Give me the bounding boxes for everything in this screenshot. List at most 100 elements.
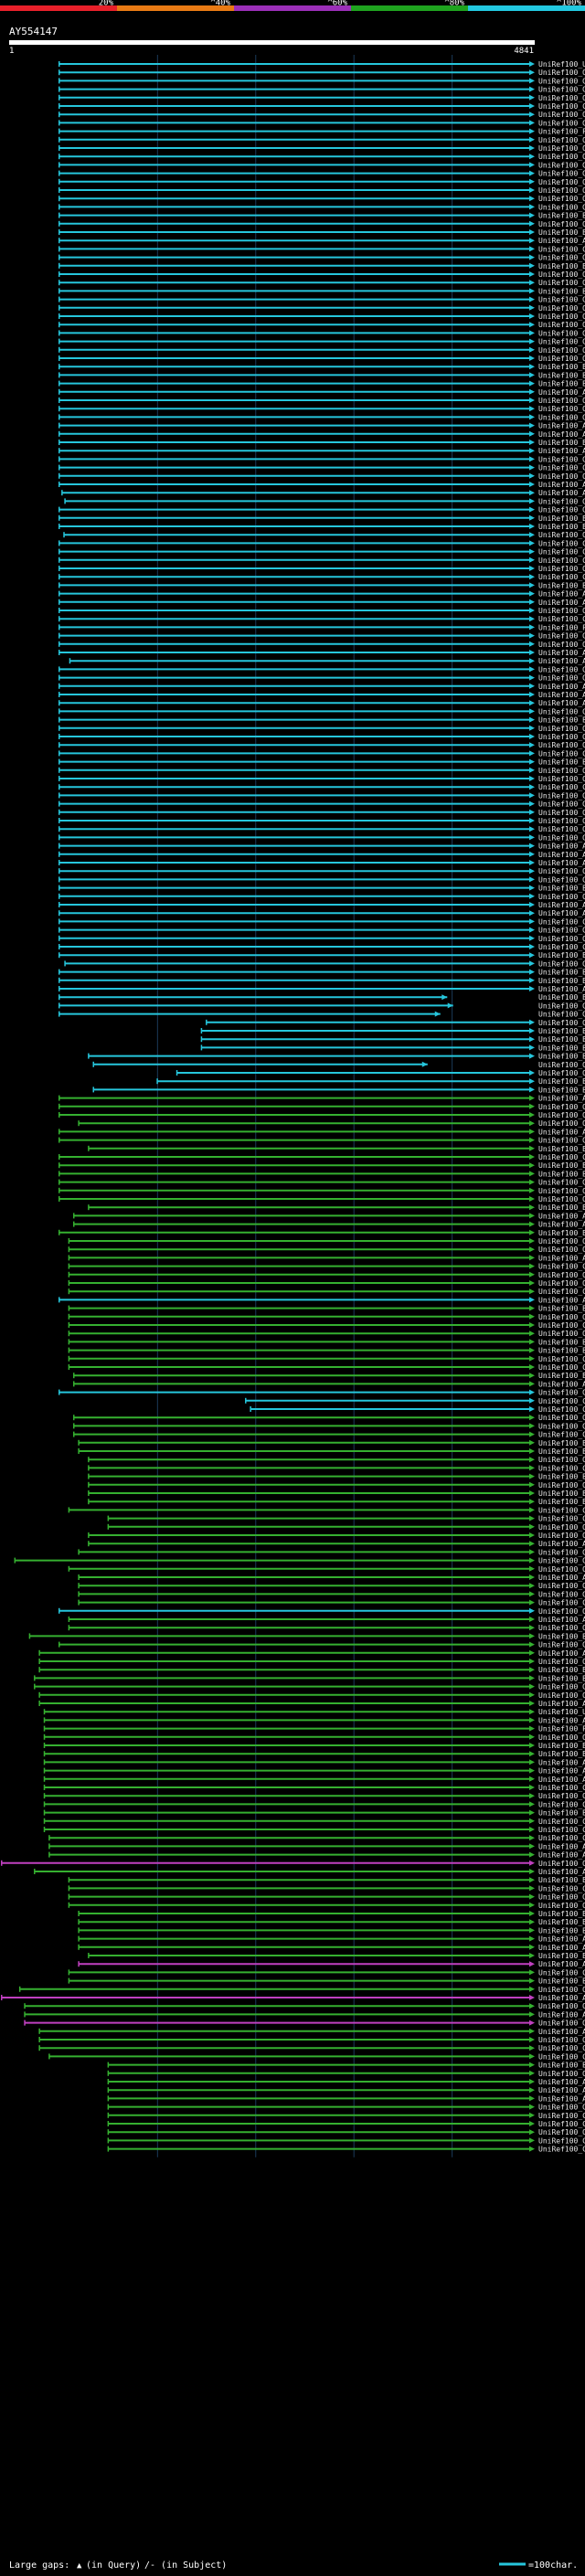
alignment-end-arrow bbox=[529, 674, 535, 681]
alignment-start-tick bbox=[107, 1523, 110, 1530]
alignment-end-arrow bbox=[529, 514, 535, 521]
row-label: UniRef100_B9G4T2 bbox=[538, 1447, 585, 1456]
row-label: UniRef100_Q0VQ30 bbox=[538, 1237, 585, 1246]
alignment-end-arrow bbox=[529, 1549, 535, 1555]
alignment-end-arrow bbox=[529, 784, 535, 790]
alignment-start-tick bbox=[58, 154, 60, 160]
row-label: UniRef100_A5DNX1 bbox=[538, 1868, 585, 1876]
row-label: UniRef100_A7LBP6 bbox=[538, 909, 585, 917]
row-label: UniRef100_C3VQF7 bbox=[538, 548, 585, 557]
alignment-end-arrow bbox=[529, 145, 535, 151]
alignment-end-arrow bbox=[529, 1717, 535, 1723]
alignment-end-arrow bbox=[529, 204, 535, 210]
alignment-start-tick bbox=[68, 1507, 70, 1513]
row-label: UniRef100_Q6LRY1 bbox=[538, 2070, 585, 2078]
alignment-start-tick bbox=[68, 1305, 70, 1311]
alignment-end-arrow bbox=[529, 1885, 535, 1892]
row-label: UniRef100_Q42661 bbox=[538, 254, 585, 262]
legend-scale-label: =100char. bbox=[528, 2560, 578, 2571]
alignment-end-arrow bbox=[529, 1448, 535, 1454]
alignment-start-tick bbox=[58, 372, 60, 378]
alignment-end-arrow bbox=[529, 440, 535, 445]
alignment-start-tick bbox=[58, 641, 60, 647]
row-label: UniRef100_Q9SED0 bbox=[538, 809, 585, 817]
row-label: UniRef100_B6TVL8 bbox=[538, 380, 585, 388]
row-label: UniRef100_C5NNL8 bbox=[538, 615, 585, 623]
row-label: UniRef100_A5JW31 bbox=[538, 1616, 585, 1624]
alignment-start-tick bbox=[58, 398, 60, 403]
row-label: UniRef100_Q0JLY9 bbox=[538, 1902, 585, 1910]
alignment-start-tick bbox=[58, 1196, 60, 1202]
row-label: UniRef100_B6QL76 bbox=[538, 1750, 585, 1758]
alignment-end-arrow bbox=[529, 1776, 535, 1782]
row-label: UniRef100_Q5S1V5 bbox=[538, 1414, 585, 1422]
row-label: UniRef100_Q43824 bbox=[538, 136, 585, 144]
row-label: UniRef100_O81603 bbox=[538, 1590, 585, 1598]
row-label: UniRef100_Q4JS59 bbox=[538, 607, 585, 615]
alignment-end-arrow bbox=[529, 1851, 535, 1858]
alignment-start-tick bbox=[58, 136, 60, 143]
alignment-end-arrow bbox=[529, 624, 535, 631]
row-label: UniRef100_Q0J1I3 bbox=[538, 1069, 585, 1077]
row-label: UniRef100_C0Z2H6 bbox=[538, 1288, 585, 1296]
alignment-start-tick bbox=[58, 288, 60, 294]
row-label: UniRef100_B7G384 bbox=[538, 1809, 585, 1818]
alignment-end-arrow bbox=[529, 1095, 535, 1101]
alignment-end-arrow bbox=[529, 574, 535, 580]
row-label: UniRef100_B7FIL0 bbox=[538, 523, 585, 531]
alignment-start-tick bbox=[58, 1095, 60, 1101]
row-label: UniRef100_Q4WPF8 bbox=[538, 1683, 585, 1691]
alignment-end-arrow bbox=[529, 1591, 535, 1597]
alignment-start-tick bbox=[73, 1423, 75, 1429]
alignment-end-arrow bbox=[529, 1709, 535, 1715]
row-label: UniRef100_UPI000... bbox=[538, 60, 585, 69]
alignment-end-arrow bbox=[529, 1145, 535, 1151]
alignment-end-arrow bbox=[529, 1827, 535, 1832]
alignment-end-arrow bbox=[529, 641, 535, 647]
row-label: UniRef100_Q6N8B1 bbox=[538, 1002, 585, 1010]
row-label: UniRef100_C5FSR3 bbox=[538, 1884, 585, 1892]
alignment-end-arrow bbox=[529, 843, 535, 849]
row-label: UniRef100_Q3I5C4 bbox=[538, 161, 585, 169]
alignment-start-tick bbox=[78, 1944, 80, 1950]
alignment-start-tick bbox=[58, 624, 60, 631]
alignment-end-arrow bbox=[529, 540, 535, 546]
row-label: UniRef100_B2CS12 bbox=[538, 758, 585, 767]
alignment-end-arrow bbox=[529, 1743, 535, 1748]
row-label: UniRef100_B6K8E0 bbox=[538, 1742, 585, 1750]
alignment-start-tick bbox=[58, 406, 60, 412]
alignment-start-tick bbox=[61, 490, 63, 496]
alignment-end-arrow bbox=[529, 1415, 535, 1421]
row-label: UniRef100_B4FHN3 bbox=[538, 1977, 585, 1986]
alignment-end-arrow bbox=[529, 1364, 535, 1370]
alignment-end-arrow bbox=[529, 734, 535, 739]
alignment-start-tick bbox=[14, 1557, 16, 1564]
row-label: UniRef100_Q0CLY1 bbox=[538, 1792, 585, 1800]
alignment-end-arrow bbox=[529, 1860, 535, 1866]
alignment-end-arrow bbox=[529, 1322, 535, 1328]
alignment-end-arrow bbox=[529, 725, 535, 731]
alignment-start-tick bbox=[58, 800, 60, 807]
row-label: UniRef100_C5XU80 bbox=[538, 2112, 585, 2120]
alignment-start-tick bbox=[88, 1953, 90, 1958]
alignment-end-arrow bbox=[529, 557, 535, 563]
alignment-start-tick bbox=[107, 2137, 110, 2144]
alignment-start-tick bbox=[58, 776, 60, 781]
row-label: UniRef100_Q5ZF79 bbox=[538, 1389, 585, 1397]
alignment-end-arrow bbox=[529, 716, 535, 723]
alignment-end-arrow bbox=[529, 1751, 535, 1757]
alignment-start-tick bbox=[88, 1053, 90, 1059]
alignment-end-arrow bbox=[529, 304, 535, 311]
row-label: UniRef100_B6TM55 bbox=[538, 287, 585, 295]
alignment-start-tick bbox=[58, 582, 60, 588]
alignment-start-tick bbox=[58, 456, 60, 462]
alignment-end-arrow bbox=[529, 2079, 535, 2084]
row-label: UniRef100_B9N192 bbox=[538, 1489, 585, 1498]
alignment-start-tick bbox=[58, 254, 60, 260]
row-label: UniRef100_A5JW28 bbox=[538, 1935, 585, 1944]
alignment-start-tick bbox=[58, 784, 60, 790]
alignment-start-tick bbox=[68, 1885, 70, 1892]
alignment-start-tick bbox=[107, 2095, 110, 2102]
alignment-end-arrow bbox=[529, 380, 535, 387]
row-label: UniRef100_Q7Y1X0 bbox=[538, 1624, 585, 1632]
